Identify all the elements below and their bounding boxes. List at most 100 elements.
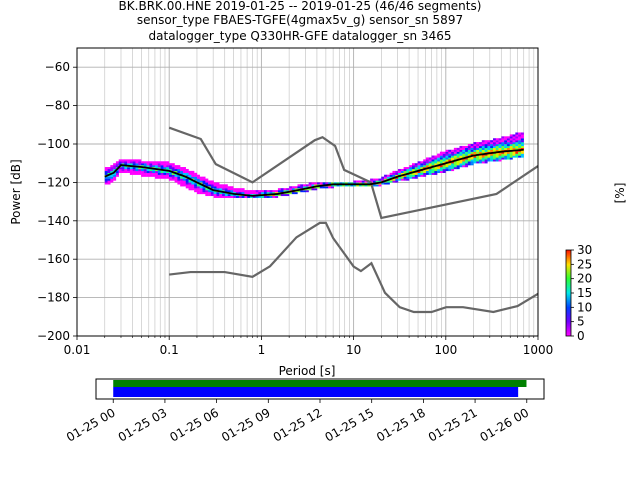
psd-cell	[378, 178, 382, 181]
psd-cell	[138, 168, 142, 172]
psd-cell	[428, 170, 432, 173]
psd-cell	[451, 157, 455, 160]
psd-cell	[286, 193, 290, 197]
psd-cell	[473, 147, 477, 150]
psd-cell	[308, 188, 312, 191]
psd-plot: 0.01 0.1 1 10 100 1000 −200 −180 −160 −140 −120 −1…	[9, 47, 553, 378]
psd-cell	[124, 167, 128, 170]
psd-cell	[492, 142, 496, 145]
psd-cell	[439, 170, 443, 173]
psd-cell	[255, 192, 259, 195]
psd-cell	[467, 147, 471, 150]
psd-cell	[322, 186, 326, 189]
plot-frame	[76, 47, 539, 337]
psd-cell	[520, 155, 524, 158]
psd-cell	[152, 163, 156, 166]
psd-cell	[107, 176, 111, 179]
psd-cell	[473, 144, 477, 147]
psd-cell	[423, 165, 427, 168]
psd-cell	[400, 178, 404, 181]
x-tick-label: 0.01	[64, 343, 91, 357]
psd-cell	[185, 170, 189, 173]
psd-cell	[297, 186, 301, 189]
psd-cell	[205, 178, 209, 181]
psd-cell	[520, 142, 524, 145]
psd-cell	[163, 170, 167, 173]
psd-cell	[487, 145, 491, 149]
psd-cell	[389, 174, 393, 177]
psd-cell	[157, 161, 161, 164]
psd-cell	[210, 190, 214, 193]
psd-cell	[490, 149, 494, 152]
psd-cell	[451, 151, 455, 154]
psd-cell	[121, 168, 125, 172]
noise-model-high	[168, 126, 539, 220]
psd-cell	[194, 182, 198, 185]
psd-cell	[409, 165, 413, 168]
psd-cell	[439, 165, 443, 168]
psd-cell	[208, 182, 212, 185]
psd-cell	[163, 165, 167, 168]
psd-cell	[280, 188, 284, 191]
psd-cell	[484, 157, 488, 160]
psd-cell	[166, 163, 170, 166]
psd-cell	[336, 184, 340, 187]
psd-cell	[294, 188, 298, 191]
psd-cell	[492, 144, 496, 147]
psd-cell	[222, 195, 226, 198]
psd-cell	[241, 190, 245, 193]
psd-cell	[219, 188, 223, 191]
psd-cell	[439, 155, 443, 158]
psd-cell	[224, 184, 228, 187]
psd-cell	[470, 157, 474, 160]
psd-cell	[247, 195, 251, 198]
psd-cell	[202, 188, 206, 191]
psd-cell	[501, 145, 505, 149]
psd-cell	[202, 176, 206, 179]
psd-cell	[185, 172, 189, 175]
psd-cell	[425, 161, 429, 164]
psd-cell	[202, 180, 206, 183]
psd-cell	[143, 172, 147, 175]
psd-cell	[386, 176, 390, 179]
psd-cell	[107, 174, 111, 177]
psd-cell	[442, 168, 446, 172]
psd-cell	[138, 170, 142, 173]
psd-cell	[453, 151, 457, 154]
psd-cell	[406, 174, 410, 177]
psd-cell	[141, 168, 145, 172]
psd-cell	[434, 157, 438, 160]
psd-cell	[389, 180, 393, 183]
psd-cell	[152, 168, 156, 172]
psd-cell	[135, 159, 139, 162]
psd-cell	[244, 192, 248, 195]
psd-cell	[188, 174, 192, 177]
psd-cell	[495, 144, 499, 147]
psd-cell	[501, 136, 505, 139]
psd-cell	[414, 165, 418, 168]
psd-cell	[182, 170, 186, 173]
psd-cell	[174, 178, 178, 181]
psd-cell	[476, 159, 480, 162]
psd-cell	[459, 155, 463, 158]
psd-cell	[180, 180, 184, 183]
psd-cell	[495, 149, 499, 152]
psd-cell	[445, 151, 449, 154]
psd-cell	[462, 155, 466, 158]
timeline-tick-label: 01-25 06	[167, 405, 221, 444]
psd-cell	[146, 163, 150, 166]
psd-cell	[143, 161, 147, 164]
psd-cell	[121, 161, 125, 164]
psd-cell	[155, 174, 159, 177]
psd-cell	[171, 178, 175, 181]
psd-cell	[459, 163, 463, 166]
psd-cell	[520, 136, 524, 139]
psd-cell	[311, 184, 315, 187]
psd-cell	[227, 186, 231, 189]
psd-cell	[196, 180, 200, 183]
psd-cell	[216, 186, 220, 189]
psd-cell	[230, 190, 234, 193]
psd-cell	[210, 192, 214, 195]
psd-cell	[434, 167, 438, 170]
